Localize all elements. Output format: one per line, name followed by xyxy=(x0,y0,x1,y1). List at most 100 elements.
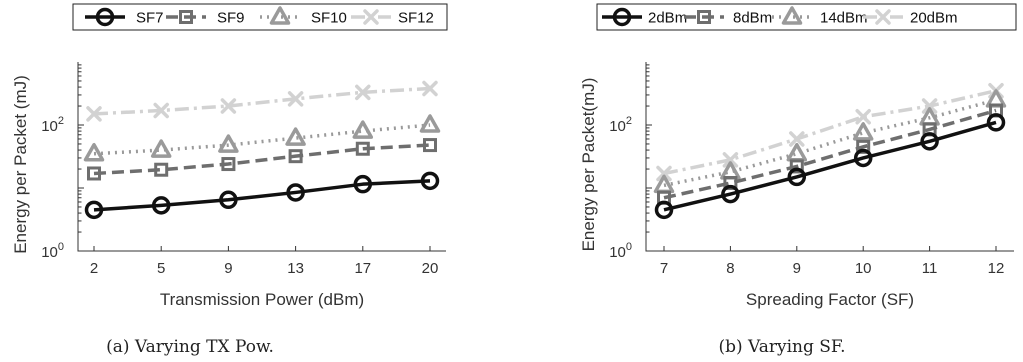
data-point xyxy=(154,162,169,177)
data-point xyxy=(84,200,104,220)
panel-caption: (a) Varying TX Pow. xyxy=(106,337,274,357)
x-tick-label: 9 xyxy=(793,260,801,277)
data-point xyxy=(151,196,171,215)
x-tick-label: 12 xyxy=(988,260,1005,277)
legend-marker xyxy=(179,10,193,24)
data-point xyxy=(856,139,871,154)
data-point xyxy=(353,174,373,194)
data-point xyxy=(789,131,805,147)
data-point xyxy=(288,149,303,164)
series-line xyxy=(663,108,997,200)
legend-label: 20dBm xyxy=(910,10,958,27)
data-point xyxy=(723,176,738,191)
series-line xyxy=(93,179,431,212)
data-point xyxy=(420,171,440,191)
x-tick-label: 7 xyxy=(660,260,668,277)
series-line xyxy=(93,86,431,116)
legend-marker xyxy=(781,6,803,25)
data-point xyxy=(419,114,441,133)
x-axis-label: Transmission Power (dBm) xyxy=(160,290,364,309)
data-point xyxy=(219,190,238,210)
panel-caption: (b) Varying SF. xyxy=(718,337,845,357)
series-SF12 xyxy=(86,80,438,122)
series-20dBm xyxy=(656,82,1004,182)
x-tick-label: 9 xyxy=(224,260,232,277)
legend-label: SF12 xyxy=(398,10,434,27)
series-SF9 xyxy=(87,138,437,181)
data-point xyxy=(722,152,739,168)
series-line xyxy=(93,123,431,156)
data-point xyxy=(87,166,101,181)
series-SF7 xyxy=(84,171,440,220)
series-2dBm xyxy=(654,113,1006,220)
data-point xyxy=(654,200,674,220)
legend-label: 2dBm xyxy=(648,10,687,27)
x-tick-label: 10 xyxy=(855,260,872,277)
chart-panel-1: 100 102 2 5 9 13 17 20 Transmission Power (dBm) E… xyxy=(11,3,448,357)
legend-marker xyxy=(363,9,379,25)
y-tick-label: 100 xyxy=(609,241,632,261)
y-tick-label: 100 xyxy=(41,241,64,261)
data-point xyxy=(853,148,873,168)
legend-label: SF9 xyxy=(217,10,245,27)
series-8dBm xyxy=(657,103,1003,205)
legend-label: 14dBm xyxy=(820,10,868,27)
y-axis-label: Energy per Packet(mJ) xyxy=(579,78,598,252)
chart-panel-2: 100 102 7 8 9 10 11 12 Spreading Factor (SF) Ener… xyxy=(579,3,1017,357)
series-14dBm xyxy=(653,89,1007,194)
series-line xyxy=(663,98,997,188)
x-tick-label: 5 xyxy=(157,260,165,277)
data-point xyxy=(221,157,236,172)
data-point xyxy=(852,122,874,141)
data-point xyxy=(218,134,239,153)
y-axis-label: Energy per Packet (mJ) xyxy=(11,75,30,254)
data-point xyxy=(220,98,237,114)
legend: 2dBm 8dBm 14dBm 20dBm xyxy=(596,3,1017,31)
legend: SF7 SF9 SF10 SF12 xyxy=(72,3,448,31)
data-point xyxy=(855,109,871,125)
legend-marker xyxy=(95,7,115,27)
legend-marker xyxy=(875,9,891,25)
data-point xyxy=(352,120,374,139)
series-line xyxy=(663,120,997,212)
data-point xyxy=(287,91,304,107)
data-point xyxy=(789,159,804,174)
legend-label: 8dBm xyxy=(733,10,772,27)
x-axis-label: Spreading Factor (SF) xyxy=(746,290,914,309)
x-tick-label: 2 xyxy=(90,260,98,277)
legend-box xyxy=(596,3,1017,31)
legend-marker xyxy=(612,7,632,27)
data-point xyxy=(355,84,371,101)
series-line xyxy=(663,89,997,176)
data-point xyxy=(422,80,438,97)
data-point xyxy=(656,165,672,182)
data-point xyxy=(787,167,807,187)
x-tick-label: 20 xyxy=(422,260,439,277)
data-point xyxy=(721,184,740,204)
data-point xyxy=(920,132,939,151)
data-point xyxy=(786,142,808,162)
legend-label: SF10 xyxy=(311,10,347,27)
data-point xyxy=(86,106,102,122)
legend-marker xyxy=(269,6,291,25)
series-line xyxy=(93,143,431,176)
data-point xyxy=(285,127,306,146)
y-tick-label: 102 xyxy=(41,115,64,135)
data-point xyxy=(986,113,1006,132)
data-point xyxy=(423,138,437,153)
data-point xyxy=(355,141,370,156)
data-point xyxy=(286,183,305,202)
x-tick-label: 17 xyxy=(354,260,371,277)
data-point xyxy=(150,139,172,158)
x-tick-label: 13 xyxy=(287,260,304,277)
data-point xyxy=(153,102,169,119)
data-point xyxy=(921,98,938,114)
x-tick-label: 11 xyxy=(922,260,938,277)
legend-marker xyxy=(697,10,711,24)
series-SF10 xyxy=(83,114,441,162)
legend-label: SF7 xyxy=(136,10,164,27)
x-tick-label: 8 xyxy=(726,260,734,277)
y-tick-label: 102 xyxy=(609,115,632,135)
data-point xyxy=(83,142,105,162)
